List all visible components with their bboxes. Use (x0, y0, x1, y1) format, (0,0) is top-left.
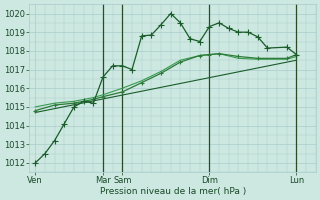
X-axis label: Pression niveau de la mer( hPa ): Pression niveau de la mer( hPa ) (100, 187, 246, 196)
